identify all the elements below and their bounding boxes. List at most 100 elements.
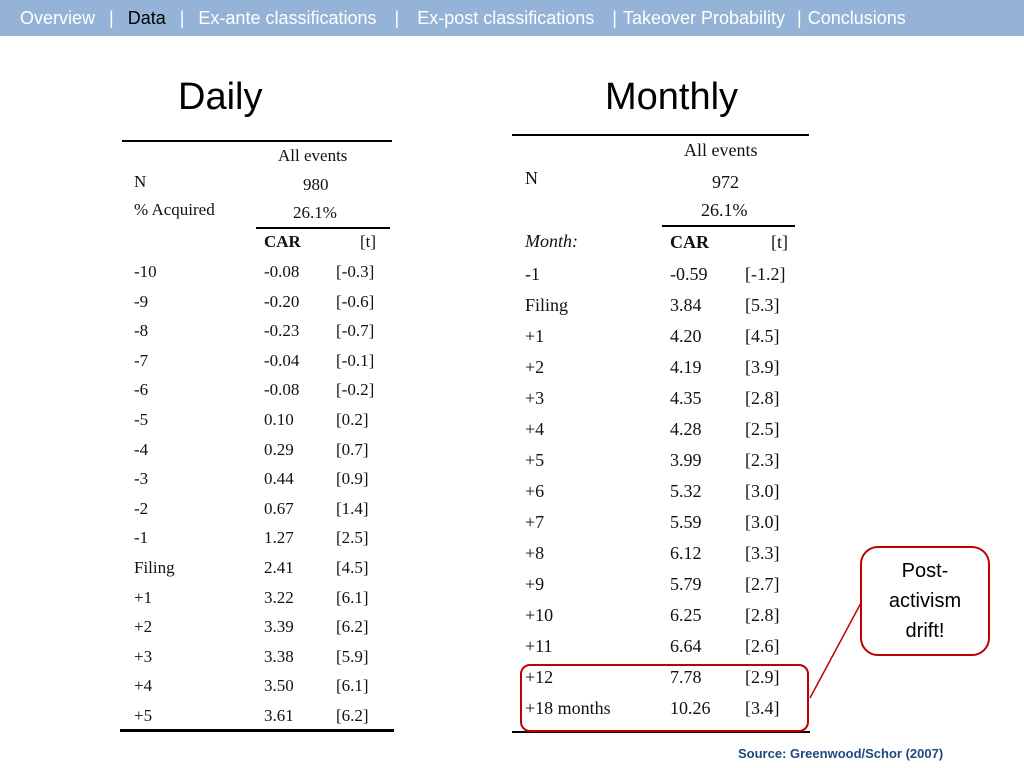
daily-table: All events N 980 % Acquired 26.1% CAR [t… xyxy=(120,140,394,732)
t-stat-value: [3.4] xyxy=(745,698,780,718)
nav-item-ex-ante[interactable]: Ex-ante classifications xyxy=(198,7,377,28)
table-row: +4 3.50 [6.1] xyxy=(120,676,394,706)
car-value: 4.19 xyxy=(670,357,702,377)
table-top-rule xyxy=(122,140,392,142)
t-stat-value: [4.5] xyxy=(745,326,780,346)
row-label: -7 xyxy=(134,350,149,370)
t-stat-value: [2.8] xyxy=(745,605,780,625)
t-stat-value: [-0.1] xyxy=(336,350,375,370)
row-label: +6 xyxy=(525,481,545,501)
car-header: CAR xyxy=(264,232,301,251)
table-row: -8 -0.23 [-0.7] xyxy=(120,321,394,351)
table-row: -2 0.67 [1.4] xyxy=(120,499,394,529)
table-row: +5 3.99 [2.3] xyxy=(512,450,810,480)
row-label: +5 xyxy=(134,706,153,725)
row-label: Filing xyxy=(525,295,569,315)
table-row: +1 4.20 [4.5] xyxy=(512,326,810,356)
t-stat-value: [3.9] xyxy=(745,357,780,377)
table-mid-rule xyxy=(256,227,390,229)
row-label: -4 xyxy=(134,439,149,459)
t-stat-value: [3.0] xyxy=(745,512,780,532)
row-label: +8 xyxy=(525,543,545,563)
t-stat-value: [2.8] xyxy=(745,388,780,408)
table-row: -6 -0.08 [-0.2] xyxy=(120,380,394,410)
nav-item-conclusions[interactable]: Conclusions xyxy=(807,7,906,28)
table-row: -5 0.10 [0.2] xyxy=(120,410,394,440)
car-value: 4.28 xyxy=(670,419,702,439)
t-stat-value: [-0.3] xyxy=(336,262,375,281)
t-stat-value: [6.2] xyxy=(336,706,369,725)
nav-bar: Overview | Data | Ex-ante classification… xyxy=(0,0,1024,36)
t-stat-value: [-0.2] xyxy=(336,380,375,400)
table-row: +3 3.38 [5.9] xyxy=(120,647,394,677)
car-value: 5.79 xyxy=(670,574,702,594)
car-value: 5.59 xyxy=(670,512,702,532)
t-stat-value: [1.4] xyxy=(336,498,369,518)
t-stat-value: [2.5] xyxy=(336,528,369,548)
pct-acquired-value: 26.1% xyxy=(293,203,337,222)
row-label: +10 xyxy=(525,605,554,625)
nav-item-overview[interactable]: Overview xyxy=(20,7,96,28)
t-stat-value: [6.1] xyxy=(336,676,369,696)
nav-item-ex-post[interactable]: Ex-post classifications xyxy=(417,7,595,28)
car-value: -0.08 xyxy=(264,380,300,400)
t-stat-value: [2.5] xyxy=(745,419,780,439)
row-label: +7 xyxy=(525,512,545,532)
t-stat-value: [3.3] xyxy=(745,543,780,563)
row-label: +5 xyxy=(525,450,545,470)
car-value: 3.99 xyxy=(670,450,702,470)
car-value: 0.29 xyxy=(264,439,294,459)
car-value: 4.35 xyxy=(670,388,702,408)
n-value: 972 xyxy=(712,172,739,192)
car-value: 3.61 xyxy=(264,706,294,725)
t-stat-value: [2.9] xyxy=(745,667,780,687)
car-value: -0.59 xyxy=(670,264,708,284)
table-row: -9 -0.20 [-0.6] xyxy=(120,292,394,322)
daily-heading: Daily xyxy=(178,76,263,118)
t-stat-value: [0.7] xyxy=(336,439,369,459)
row-label: +1 xyxy=(134,587,153,607)
table-row: +4 4.28 [2.5] xyxy=(512,419,810,449)
row-label: -8 xyxy=(134,321,149,341)
t-stat-value: [4.5] xyxy=(336,558,369,577)
nav-item-data[interactable]: Data xyxy=(127,7,166,28)
nav-separator: | xyxy=(109,7,114,28)
car-value: 1.27 xyxy=(264,528,294,548)
table-top-rule xyxy=(512,134,809,136)
table-row: Filing 3.84 [5.3] xyxy=(512,295,810,325)
row-label: Filing xyxy=(134,558,175,577)
nav-separator: | xyxy=(394,7,400,28)
table-bottom-rule xyxy=(512,731,810,733)
table-row: +1 3.22 [6.1] xyxy=(120,588,394,618)
row-label: +12 xyxy=(525,667,554,687)
car-value: -0.04 xyxy=(264,350,300,370)
monthly-table: All events N 972 26.1% Month: CAR [t] -1… xyxy=(512,134,810,734)
pct-acquired-label: % Acquired xyxy=(134,200,215,219)
source-citation: Source: Greenwood/Schor (2007) xyxy=(738,746,944,761)
row-label: -2 xyxy=(134,498,149,518)
row-label: -9 xyxy=(134,291,149,311)
t-stat-value: [-0.6] xyxy=(336,291,375,311)
table-row: +2 4.19 [3.9] xyxy=(512,357,810,387)
row-label: +11 xyxy=(525,636,553,656)
car-value: -0.20 xyxy=(264,291,300,311)
table-row: +9 5.79 [2.7] xyxy=(512,574,810,604)
table-row: -1 -0.59 [-1.2] xyxy=(512,264,810,294)
t-stat-value: [6.1] xyxy=(336,587,369,607)
t-header: [t] xyxy=(771,232,788,252)
table-mid-rule xyxy=(662,225,795,227)
row-label: -3 xyxy=(134,469,149,489)
row-label: -10 xyxy=(134,262,157,281)
table-row: -1 1.27 [2.5] xyxy=(120,528,394,558)
table-row: -4 0.29 [0.7] xyxy=(120,440,394,470)
table-row: +12 7.78 [2.9] xyxy=(512,667,810,697)
row-label: -5 xyxy=(134,410,149,429)
car-value: -0.23 xyxy=(264,321,300,341)
row-label: +3 xyxy=(134,646,153,666)
table-row: +6 5.32 [3.0] xyxy=(512,481,810,511)
nav-separator: | xyxy=(179,7,185,28)
t-stat-value: [5.3] xyxy=(745,295,780,315)
car-value: 2.41 xyxy=(264,558,294,577)
car-value: 0.10 xyxy=(264,410,294,429)
nav-item-takeover-probability[interactable]: Takeover Probability xyxy=(622,7,786,28)
